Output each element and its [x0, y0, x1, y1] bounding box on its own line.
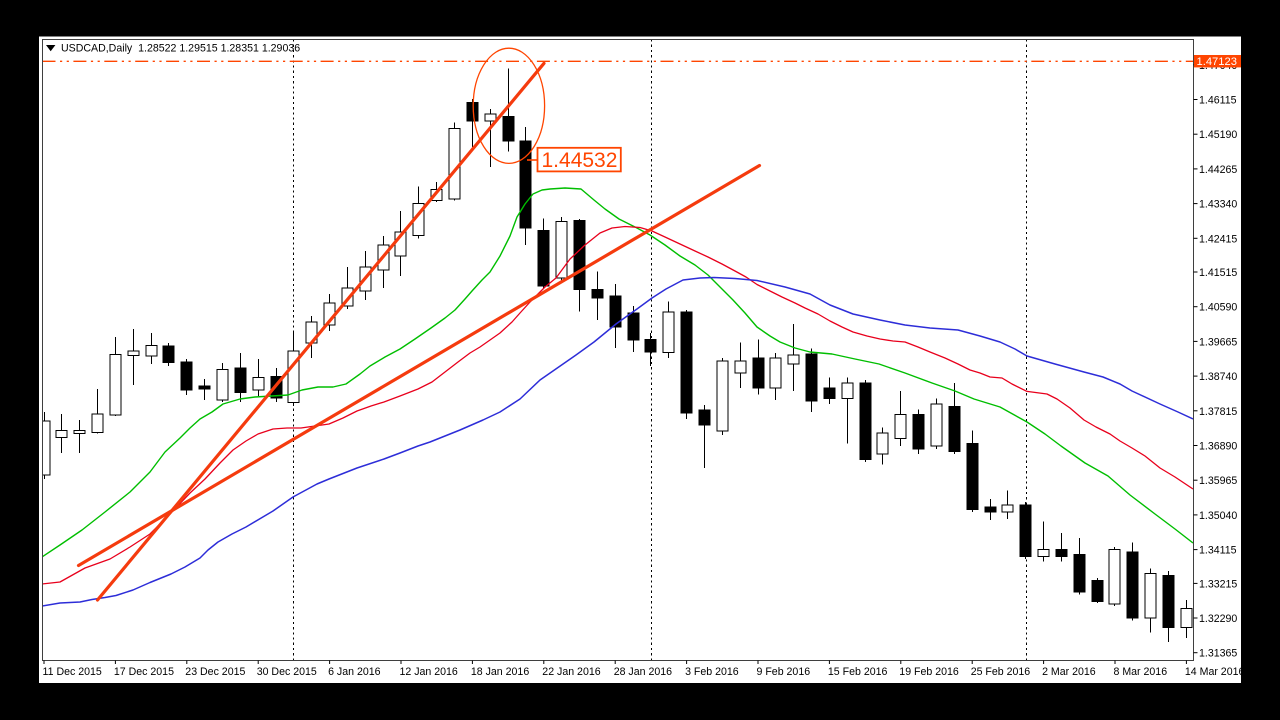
svg-text:1.34115: 1.34115 — [1199, 545, 1237, 557]
svg-text:2 Mar 2016: 2 Mar 2016 — [1042, 666, 1096, 678]
svg-text:28 Jan 2016: 28 Jan 2016 — [614, 666, 672, 678]
svg-text:1.36890: 1.36890 — [1199, 441, 1237, 453]
svg-text:1.46115: 1.46115 — [1199, 95, 1237, 107]
svg-text:15 Feb 2016: 15 Feb 2016 — [828, 666, 888, 678]
svg-text:11 Dec 2015: 11 Dec 2015 — [43, 666, 102, 678]
svg-text:1.42415: 1.42415 — [1199, 233, 1237, 245]
svg-text:23 Dec 2015: 23 Dec 2015 — [185, 666, 245, 678]
svg-text:USDCAD,Daily 1.28522 1.29515: USDCAD,Daily 1.28522 1.29515 1.28351 1.2… — [61, 43, 300, 55]
svg-text:1.44532: 1.44532 — [542, 149, 618, 172]
svg-text:1.37815: 1.37815 — [1199, 406, 1237, 418]
svg-text:1.38740: 1.38740 — [1199, 371, 1237, 383]
svg-text:18 Jan 2016: 18 Jan 2016 — [471, 666, 529, 678]
svg-text:1.47123: 1.47123 — [1197, 56, 1237, 68]
svg-text:1.40590: 1.40590 — [1199, 302, 1237, 314]
svg-text:1.41515: 1.41515 — [1199, 267, 1237, 279]
svg-text:19 Feb 2016: 19 Feb 2016 — [899, 666, 959, 678]
svg-text:1.44265: 1.44265 — [1199, 164, 1237, 176]
svg-text:30 Dec 2015: 30 Dec 2015 — [257, 666, 317, 678]
svg-text:1.31365: 1.31365 — [1199, 648, 1237, 660]
svg-text:1.35965: 1.35965 — [1199, 475, 1237, 487]
svg-text:1.43340: 1.43340 — [1199, 199, 1237, 211]
svg-text:14 Mar 2016: 14 Mar 2016 — [1185, 666, 1245, 678]
svg-text:25 Feb 2016: 25 Feb 2016 — [971, 666, 1031, 678]
svg-text:1.45190: 1.45190 — [1199, 129, 1237, 141]
svg-text:1.33215: 1.33215 — [1199, 578, 1237, 590]
svg-text:3 Feb 2016: 3 Feb 2016 — [685, 666, 739, 678]
svg-text:12 Jan 2016: 12 Jan 2016 — [400, 666, 458, 678]
svg-text:17 Dec 2015: 17 Dec 2015 — [114, 666, 174, 678]
svg-text:8 Mar 2016: 8 Mar 2016 — [1114, 666, 1168, 678]
svg-text:9 Feb 2016: 9 Feb 2016 — [757, 666, 811, 678]
svg-text:1.35040: 1.35040 — [1199, 510, 1237, 522]
svg-text:1.32290: 1.32290 — [1199, 613, 1237, 625]
svg-text:6 Jan 2016: 6 Jan 2016 — [328, 666, 381, 678]
svg-text:22 Jan 2016: 22 Jan 2016 — [542, 666, 600, 678]
svg-text:1.39665: 1.39665 — [1199, 336, 1237, 348]
